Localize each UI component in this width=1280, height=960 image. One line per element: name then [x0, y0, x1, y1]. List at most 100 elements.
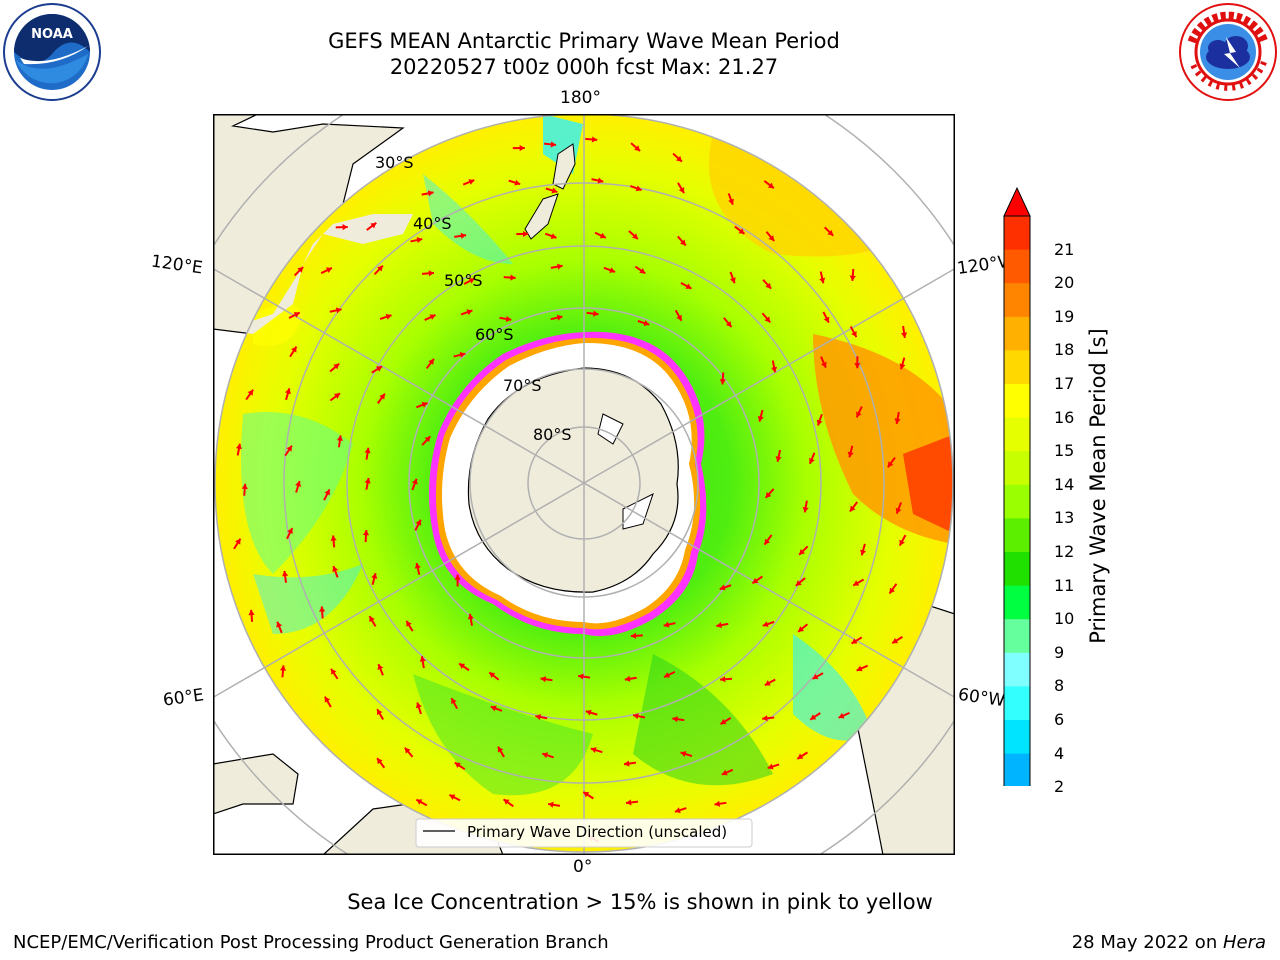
colorbar-segment: [1004, 249, 1030, 284]
wave-arrow-head: [287, 528, 293, 535]
map-panel: 30°S 40°S 50°S 60°S 70°S 80°S Primary Wa…: [213, 114, 955, 855]
wave-arrow-head: [664, 672, 671, 678]
wave-arrow-head: [597, 177, 604, 184]
wave-arrow-head: [424, 436, 431, 443]
footer-date-text: 28 May 2022 on: [1071, 932, 1223, 953]
colorbar-tick-label: 10: [1054, 609, 1075, 629]
colorbar-segment: [1004, 283, 1030, 318]
wave-arrow-head: [672, 716, 678, 723]
map-frame: [213, 114, 955, 855]
footer-credit: NCEP/EMC/Verification Post Processing Pr…: [13, 932, 609, 953]
lat-label-60s: 60°S: [475, 325, 514, 344]
colorbar-tick-label: 8: [1054, 676, 1065, 696]
wave-arrow-head: [624, 675, 631, 682]
wave-direction-arrows: [233, 136, 908, 843]
wave-arrow-head: [284, 388, 291, 395]
wave-arrow-head: [371, 573, 378, 579]
wave-arrow-head: [335, 307, 342, 314]
wave-arrow-head: [325, 267, 332, 273]
colorbar-tick-label: 17: [1054, 374, 1075, 393]
wave-arrow-head: [419, 656, 426, 662]
wave-arrow-head: [415, 519, 422, 526]
wave-arrow-head: [406, 620, 412, 627]
wave-arrow-head: [376, 366, 383, 372]
latitude-labels: 30°S 40°S 50°S 60°S 70°S 80°S: [375, 153, 572, 444]
wave-arrow-head: [851, 331, 857, 338]
colorbar-tick-label: 21: [1054, 239, 1075, 259]
wave-arrow-head: [812, 673, 819, 680]
wave-arrow-head: [808, 457, 815, 464]
lat-label-30s: 30°S: [375, 153, 414, 172]
wave-arrow-head: [676, 314, 682, 321]
wave-arrow-head: [798, 626, 805, 632]
wave-arrow-head: [639, 267, 646, 274]
wave-arrow-head: [550, 233, 557, 239]
wave-arrow-head: [624, 760, 630, 767]
lat-label-40s: 40°S: [413, 214, 452, 233]
lat-label-50s: 50°S: [444, 271, 483, 290]
wave-arrow-head: [466, 309, 473, 316]
wave-arrow-head: [585, 709, 592, 716]
colorbar-segment: [1004, 652, 1030, 687]
lat-label-70s: 70°S: [503, 376, 542, 395]
colorbar-over-arrow: [1003, 186, 1031, 217]
colorbar-tick-label: 13: [1054, 508, 1075, 528]
colorbar-tick-label: 16: [1054, 407, 1075, 427]
wave-arrow-head: [752, 577, 759, 584]
wave-arrow-head: [765, 282, 772, 289]
wave-arrow-head: [385, 313, 392, 320]
wave-arrow-head: [678, 187, 685, 194]
wave-arrow-head: [454, 762, 461, 769]
colorbar-label: Primary Wave Mean Period [s]: [1086, 328, 1110, 644]
wave-arrow-head: [838, 712, 845, 719]
wave-arrow-head: [764, 538, 771, 545]
wave-arrow-head: [428, 270, 435, 277]
wave-arrow-head: [332, 566, 339, 573]
colorbar-tick-label: 4: [1054, 743, 1065, 763]
wave-arrow-head: [362, 530, 370, 536]
colorbar-segment: [1004, 417, 1030, 452]
colorbar-segment: [1004, 316, 1030, 351]
wave-arrow-head: [764, 316, 771, 323]
wave-arrow-head: [729, 277, 736, 284]
colorbar-segment: [1004, 451, 1030, 486]
wave-arrow-head: [247, 389, 254, 396]
wave-arrow-head: [816, 419, 823, 426]
wave-arrow-head: [583, 792, 590, 798]
wave-arrow-head: [887, 461, 894, 468]
wave-arrow-head: [847, 451, 854, 458]
wave-arrow-head: [728, 198, 734, 205]
wave-arrow-head: [590, 747, 597, 754]
wave-arrow-head: [460, 232, 467, 239]
wave-arrow-head: [719, 379, 726, 385]
colorbar-tick-label: 14: [1054, 474, 1075, 494]
wave-arrow-head: [550, 141, 557, 148]
wave-arrow-head: [827, 229, 834, 236]
wave-arrow-head: [765, 491, 772, 498]
wave-arrow-head: [762, 715, 768, 722]
wave-arrow-head: [635, 185, 642, 192]
colorbar-segment: [1004, 619, 1030, 654]
sea-ice-caption: Sea Ice Concentration > 15% is shown in …: [347, 890, 933, 914]
wave-arrow-head: [720, 718, 727, 725]
wave-arrow-head: [331, 668, 337, 675]
wave-arrow-head: [427, 190, 434, 197]
wave-arrow-head: [449, 794, 456, 801]
wave-arrow-head: [632, 233, 638, 240]
wave-arrow-head: [892, 637, 899, 644]
colorbar-tick-label: 18: [1054, 340, 1075, 360]
wave-arrow-head: [454, 574, 461, 580]
wave-arrow-head: [764, 680, 771, 686]
colorbar-tick-label: 6: [1054, 710, 1065, 729]
wave-arrow-head: [802, 506, 809, 513]
wave-arrow-head: [334, 393, 340, 399]
wave-arrow-head: [901, 332, 908, 338]
wave-arrow-head: [297, 266, 304, 273]
wave-arrow-head: [720, 676, 726, 683]
wave-arrow-head: [674, 807, 681, 814]
wave-arrow-head: [248, 609, 255, 616]
wave-arrow-head: [497, 746, 504, 753]
footer-host: Hera: [1222, 932, 1266, 953]
wave-arrow-head: [795, 580, 802, 586]
wave-arrow-head: [676, 155, 682, 162]
